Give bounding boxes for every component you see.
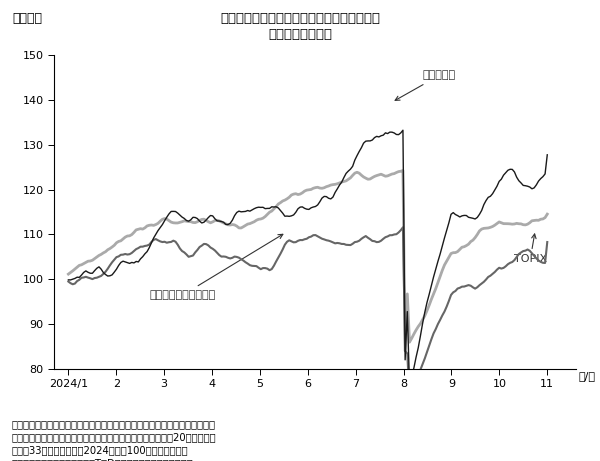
Text: は33錐柄）を抜出。2024年初を100として指数化。: は33錐柄）を抜出。2024年初を100として指数化。	[12, 445, 188, 455]
Text: （注）　地方創生・防災関連株、防衛関連株については、いずれも事業内容: （注） 地方創生・防災関連株、防衛関連株については、いずれも事業内容	[12, 420, 216, 430]
Text: （出所）　ブルームバーグからT＆Dアセットマネジメント作成。: （出所） ブルームバーグからT＆Dアセットマネジメント作成。	[12, 458, 194, 461]
Text: がそれぞれのテーマに沿うと筆者が考えた錐柄（前者は20錐柄、後者: がそれぞれのテーマに沿うと筆者が考えた錐柄（前者は20錐柄、後者	[12, 432, 217, 443]
Text: ［図表］: ［図表］	[12, 12, 42, 24]
Text: 地方創生・防災関連株: 地方創生・防災関連株	[150, 234, 283, 300]
Text: 防衛関連株: 防衛関連株	[395, 71, 456, 100]
Text: 「地方創生・防災関連株」「防衛関連株」、: 「地方創生・防災関連株」「防衛関連株」、	[220, 12, 380, 24]
Text: ＴＯＰＩＸの推移: ＴＯＰＩＸの推移	[268, 28, 332, 41]
Text: 年/月: 年/月	[578, 371, 595, 381]
Text: TOPIX: TOPIX	[514, 234, 547, 264]
